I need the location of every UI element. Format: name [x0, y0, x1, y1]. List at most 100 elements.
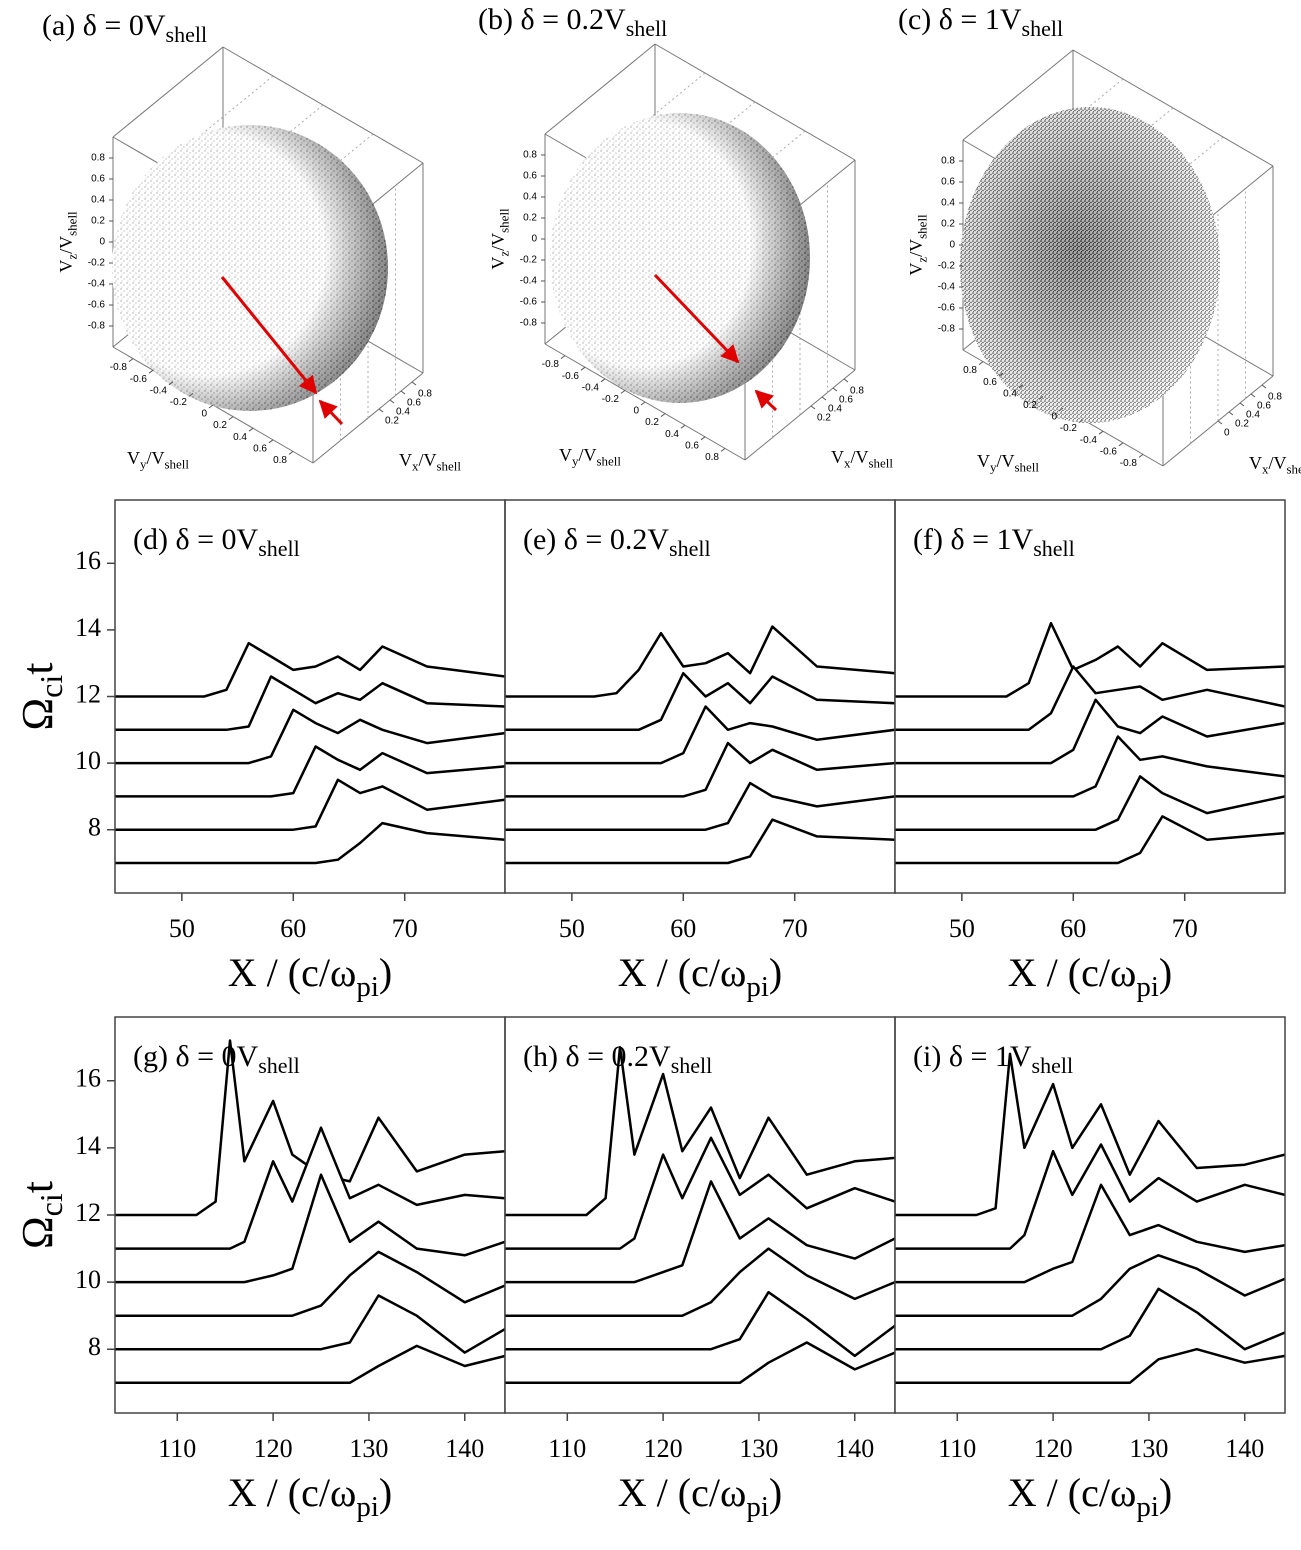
subscript: shell	[258, 536, 300, 561]
text-part: X / (c/ω	[618, 1470, 747, 1515]
y-tick	[640, 401, 646, 406]
subscript: x	[1262, 461, 1269, 476]
profile-line	[505, 1045, 895, 1217]
z-tick-label: 0.6	[91, 174, 105, 185]
subscript: shell	[166, 22, 208, 47]
y-tick	[560, 355, 566, 360]
y-tick	[1078, 419, 1084, 424]
x-tick-label: 60	[670, 914, 696, 943]
y-tick-label: 8	[88, 813, 101, 842]
plot-frame	[894, 1016, 1286, 1414]
text-part: )	[379, 950, 392, 995]
text-part: V	[488, 257, 508, 270]
z-axis-title: Vz/Vshell	[906, 214, 929, 276]
x-tick-label: 70	[782, 914, 808, 943]
z-axis-title: Vz/Vshell	[488, 208, 511, 270]
profile-line	[895, 1052, 1285, 1217]
x-tick-label: 70	[392, 914, 418, 943]
text-part: V	[1249, 453, 1262, 473]
profile-line	[505, 1136, 895, 1250]
particle-shade	[550, 113, 810, 403]
y-tick-label: 0.8	[963, 365, 977, 376]
x-tick	[1217, 420, 1223, 425]
subscript: x	[844, 455, 851, 470]
y-tick-label: 12	[75, 679, 101, 708]
box-edge	[222, 46, 424, 164]
profile-line	[895, 1143, 1285, 1250]
subscript: shell	[1286, 461, 1301, 476]
y-tick	[580, 366, 586, 371]
text-part: V	[127, 448, 140, 468]
panel-title: (e) δ = 0.2Vshell	[523, 523, 711, 561]
text-part: (a) δ = 0V	[42, 9, 166, 42]
profile-line	[505, 625, 895, 698]
text-part: X / (c/ω	[1008, 950, 1137, 995]
profile-line	[115, 1344, 505, 1385]
z-tick-label: -0.6	[88, 300, 106, 311]
x-tick-label: 50	[949, 914, 975, 943]
panel-title: (b) δ = 0.2Vshell	[478, 3, 667, 41]
text-part: (h) δ = 0.2V	[523, 1040, 671, 1073]
subscript: y	[140, 456, 147, 471]
x-axis-title: X / (c/ωpi)	[1008, 1470, 1172, 1522]
y-tick-label: 0.4	[233, 432, 247, 443]
box-edge	[962, 49, 1074, 141]
profile-line	[505, 1247, 895, 1317]
x-tick	[1261, 384, 1267, 389]
z-tick-label: 0	[531, 234, 537, 245]
z-tick-label: 0.2	[523, 213, 537, 224]
arrow	[754, 389, 778, 412]
y-tick-label: 10	[75, 746, 101, 775]
subscript: pi	[1136, 1491, 1159, 1523]
profile-line	[115, 1173, 505, 1284]
x-axis-title: X / (c/ωpi)	[618, 1470, 782, 1522]
box-edge	[112, 46, 224, 138]
arrow	[653, 273, 740, 364]
y-tick-label: -0.6	[1100, 446, 1118, 457]
x-tick-label: 0.8	[850, 386, 864, 397]
y-tick	[168, 381, 174, 386]
y-tick-label: 0.6	[253, 443, 267, 454]
panel-title: (i) δ = 1Vshell	[913, 1040, 1073, 1078]
profile-line	[505, 705, 895, 765]
profile-line	[115, 1294, 505, 1354]
text-part: /V	[1268, 453, 1286, 473]
profile-line	[505, 671, 895, 732]
panel-title: (h) δ = 0.2Vshell	[523, 1040, 712, 1078]
z-tick-label: -0.2	[520, 255, 538, 266]
y-tick-label: 0.2	[645, 417, 659, 428]
x-axis-title: Vx/Vshell	[831, 447, 893, 470]
text-part: /V	[488, 233, 508, 251]
y-tick-label: 16	[75, 1064, 101, 1093]
arrow	[318, 399, 344, 426]
text-part: V	[977, 451, 990, 471]
y-tick	[188, 392, 194, 397]
x-axis-title: Vx/Vshell	[399, 450, 461, 473]
arrows	[220, 273, 778, 426]
y-tick-label: 0.6	[685, 440, 699, 451]
x-tick-label: 0.6	[407, 398, 421, 409]
z-tick-label: 0.2	[91, 216, 105, 227]
y-tick-label: 14	[75, 613, 101, 642]
x-axis-title: X / (c/ωpi)	[228, 1470, 392, 1522]
text-part: (d) δ = 0V	[133, 523, 259, 556]
box-grid	[162, 75, 274, 167]
y-axis-title: Vy/Vshell	[977, 451, 1039, 474]
subscript: pi	[356, 971, 379, 1003]
y-tick-label: -0.8	[110, 362, 128, 373]
x-axis-title: Vx/Vshell	[1249, 453, 1301, 476]
profile-line	[895, 775, 1285, 831]
profile-line	[115, 708, 505, 765]
x-tick-label: 0.4	[1246, 410, 1260, 421]
y-tick-label: 0.4	[1003, 388, 1017, 399]
box-edge	[654, 43, 856, 161]
subscript: ci	[34, 675, 70, 698]
box-edge	[544, 43, 656, 135]
subscript: ci	[34, 1193, 70, 1216]
subscript: shell	[868, 455, 893, 470]
profile-line	[115, 641, 505, 698]
z-tick-label: 0.4	[523, 192, 537, 203]
y-tick-label: -0.6	[562, 371, 580, 382]
z-tick-label: 0.8	[523, 150, 537, 161]
y-tick	[680, 424, 686, 429]
